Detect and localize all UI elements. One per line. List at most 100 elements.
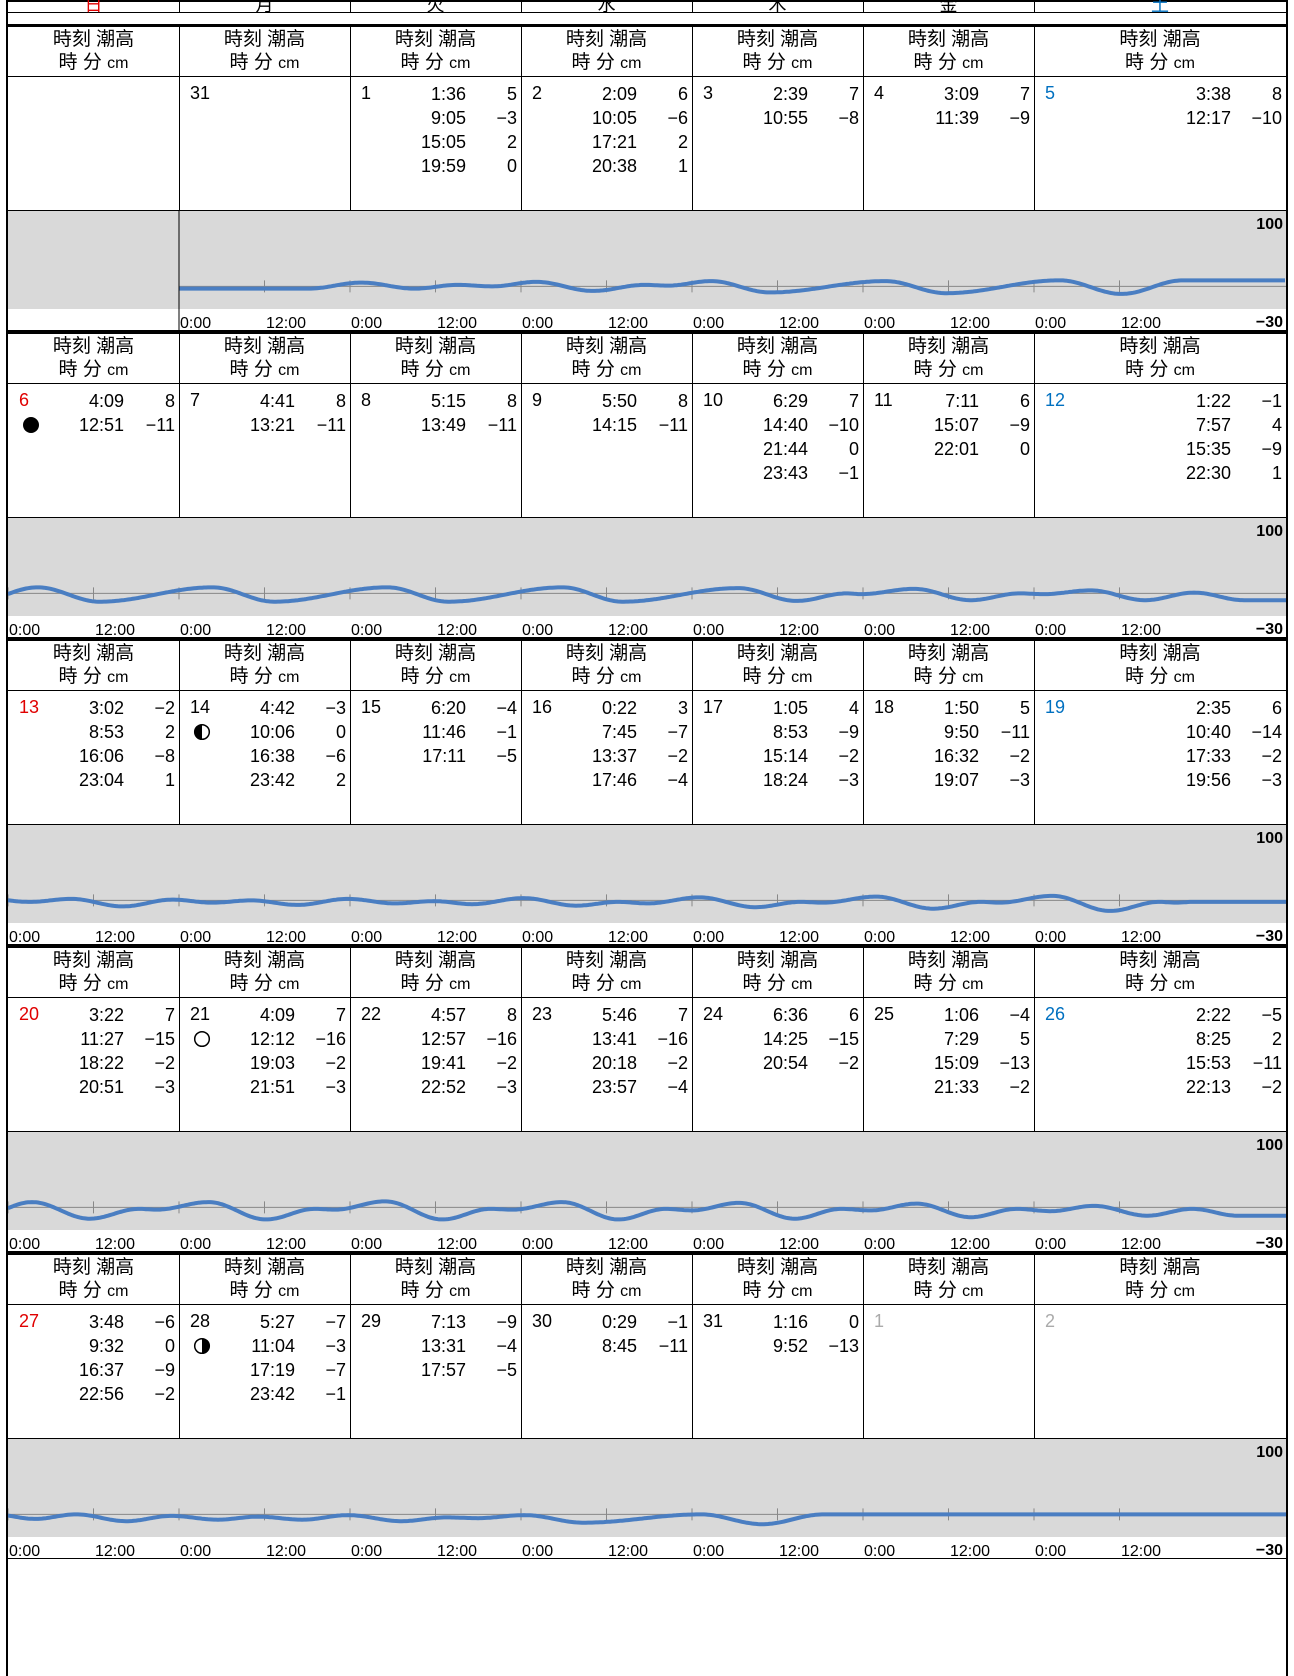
header-time-height-label: 時刻 潮高: [907, 29, 990, 50]
chart-time-label-start: 0:00: [180, 929, 211, 945]
header-time-height-label: 時刻 潮高: [394, 643, 477, 664]
tide-height: 4: [848, 698, 859, 718]
tide-header-row: 時刻 潮高時 分 cm 時刻 潮高時 分 cm 時刻 潮高時 分 cm 時刻 潮高時 …: [8, 1252, 1286, 1307]
tide-height: 2: [335, 770, 346, 790]
tide-time: 9:32: [88, 1336, 124, 1356]
tide-entry: 9:52 −13: [692, 1334, 863, 1359]
tide-time: 5:46: [601, 1005, 637, 1025]
chart-time-label-noon: 12:00: [266, 1236, 306, 1252]
tide-entry: 5:27 −7: [179, 1310, 350, 1335]
tide-time: 15:07: [933, 415, 979, 435]
tide-height: 6: [1019, 391, 1030, 411]
header-hour-minute: 時 分: [742, 359, 786, 380]
header-unit-label: 時 分 cm: [8, 666, 179, 688]
tide-entry: 22:01 0: [863, 437, 1034, 462]
tide-height: 7: [848, 84, 859, 104]
tide-height: 7: [848, 391, 859, 411]
chart-time-label-start: 0:00: [1035, 1236, 1066, 1252]
tide-entry: 22:30 1: [1034, 461, 1286, 486]
tide-entry: 12:51 −11: [8, 413, 179, 438]
tide-header-cell: 時刻 潮高時 分 cm: [179, 948, 350, 1000]
tide-time: 23:57: [591, 1077, 637, 1097]
header-time-height-label: 時刻 潮高: [565, 29, 648, 50]
tide-entry: 0:22 3: [521, 696, 692, 721]
tide-time: 22:56: [78, 1384, 124, 1404]
tide-entry: 13:37 −2: [521, 744, 692, 769]
header-time-height-label: 時刻 潮高: [223, 950, 306, 971]
day-number: 19: [1045, 697, 1066, 717]
header-hour-minute: 時 分: [1125, 1280, 1169, 1301]
day-number: 1: [874, 1311, 885, 1331]
day-cell: 9 5:50 8 14:15 −11: [521, 384, 692, 517]
tide-curve: [8, 585, 1286, 604]
header-unit-label: 時 分 cm: [8, 1280, 179, 1302]
tide-header-cell: 時刻 潮高時 分 cm: [1034, 948, 1286, 1000]
tide-time: 13:31: [420, 1336, 466, 1356]
day-cell: 2: [1034, 1305, 1286, 1438]
header-time-height-label: 時刻 潮高: [736, 643, 819, 664]
tide-header-row: 時刻 潮高時 分 cm 時刻 潮高時 分 cm 時刻 潮高時 分 cm 時刻 潮高時 …: [8, 638, 1286, 693]
tide-time: 4:57: [430, 1005, 466, 1025]
day-number: 2: [1045, 1311, 1056, 1331]
day-cell: 2 2:09 6 10:05 −6 17:21 2 20:38 1: [521, 77, 692, 210]
tide-time: 14:25: [762, 1029, 808, 1049]
header-unit-label: 時 分 cm: [1034, 1280, 1286, 1302]
tide-header-cell: 時刻 潮高時 分 cm: [179, 1255, 350, 1307]
tide-curve: [8, 1199, 1286, 1222]
tide-height: −7: [325, 1360, 346, 1380]
chart-time-label-noon: 12:00: [1121, 1236, 1161, 1252]
header-hour-minute: 時 分: [1125, 359, 1169, 380]
new-moon-icon: [23, 417, 39, 433]
tide-time: 9:05: [430, 108, 466, 128]
header-cm: cm: [962, 976, 984, 993]
tide-entry: 10:06 0: [179, 720, 350, 745]
day-number: 18: [874, 697, 895, 717]
tide-entry: 4:41 8: [179, 389, 350, 414]
tide-header-row: 時刻 潮高時 分 cm 時刻 潮高時 分 cm 時刻 潮高時 分 cm 時刻 潮高時 …: [8, 24, 1286, 79]
weekday-6: 土: [1151, 0, 1169, 15]
tide-height: 5: [1019, 698, 1030, 718]
tide-time: 1:22: [1195, 391, 1231, 411]
chart-time-label-start: 0:00: [351, 1236, 382, 1252]
tide-entry: 11:46 −1: [350, 720, 521, 745]
header-hour-minute: 時 分: [400, 666, 444, 687]
chart-time-label-start: 0:00: [522, 1543, 553, 1559]
tide-entry: 21:44 0: [692, 437, 863, 462]
day-cell: 21 4:09 7 12:12 −16 19:03 −2 21:51 −3: [179, 998, 350, 1131]
header-unit-label: 時 分 cm: [8, 359, 179, 381]
tide-chart-svg: 100 −30 0:00 12:00 0:00 12:00 0:00 12:00 0:00 12:…: [8, 1132, 1286, 1252]
tide-header-cell: 時刻 潮高時 分 cm: [521, 948, 692, 1000]
header-hour-minute: 時 分: [58, 666, 102, 687]
tide-height: 8: [164, 391, 175, 411]
chart-time-label-start: 0:00: [693, 315, 724, 331]
tide-height: 7: [164, 1005, 175, 1025]
tide-chart: 100 −30 0:00 12:00 0:00 12:00 0:00 12:00 0:00 12:…: [8, 824, 1286, 946]
tide-header-cell: 時刻 潮高時 分 cm: [350, 334, 521, 386]
tide-time: 19:56: [1185, 770, 1231, 790]
header-time-height-label: 時刻 潮高: [223, 1257, 306, 1278]
tide-time: 16:06: [78, 746, 124, 766]
tide-time: 17:33: [1185, 746, 1231, 766]
day-cell: 6 4:09 8 12:51 −11: [8, 384, 179, 517]
tide-entry: 13:31 −4: [350, 1334, 521, 1359]
header-cm: cm: [449, 362, 471, 379]
tide-time: 20:54: [762, 1053, 808, 1073]
tide-chart: 100 −30 0:00 12:00 0:00 12:00 0:00 12:00 0:00 12:…: [8, 1131, 1286, 1253]
header-cm: cm: [962, 55, 984, 72]
day-cell: 26 2:22 −5 8:25 2 15:53 −11 22:13 −2: [1034, 998, 1286, 1131]
day-number: 14: [190, 697, 211, 717]
tide-time: 16:38: [249, 746, 295, 766]
header-unit-label: 時 分 cm: [521, 666, 692, 688]
header-time-height-label: 時刻 潮高: [223, 29, 306, 50]
header-hour-minute: 時 分: [913, 973, 957, 994]
tide-entry: 23:43 −1: [692, 461, 863, 486]
tide-height: −2: [1261, 1077, 1282, 1097]
header-unit-label: 時 分 cm: [521, 973, 692, 995]
day-number: 12: [1045, 390, 1066, 410]
day-number: 25: [874, 1004, 895, 1024]
weekday-2: 火: [426, 0, 445, 15]
tide-time: 3:22: [88, 1005, 124, 1025]
day-number: 16: [532, 697, 553, 717]
header-cm: cm: [1173, 1283, 1195, 1300]
tide-height: −7: [667, 722, 688, 742]
